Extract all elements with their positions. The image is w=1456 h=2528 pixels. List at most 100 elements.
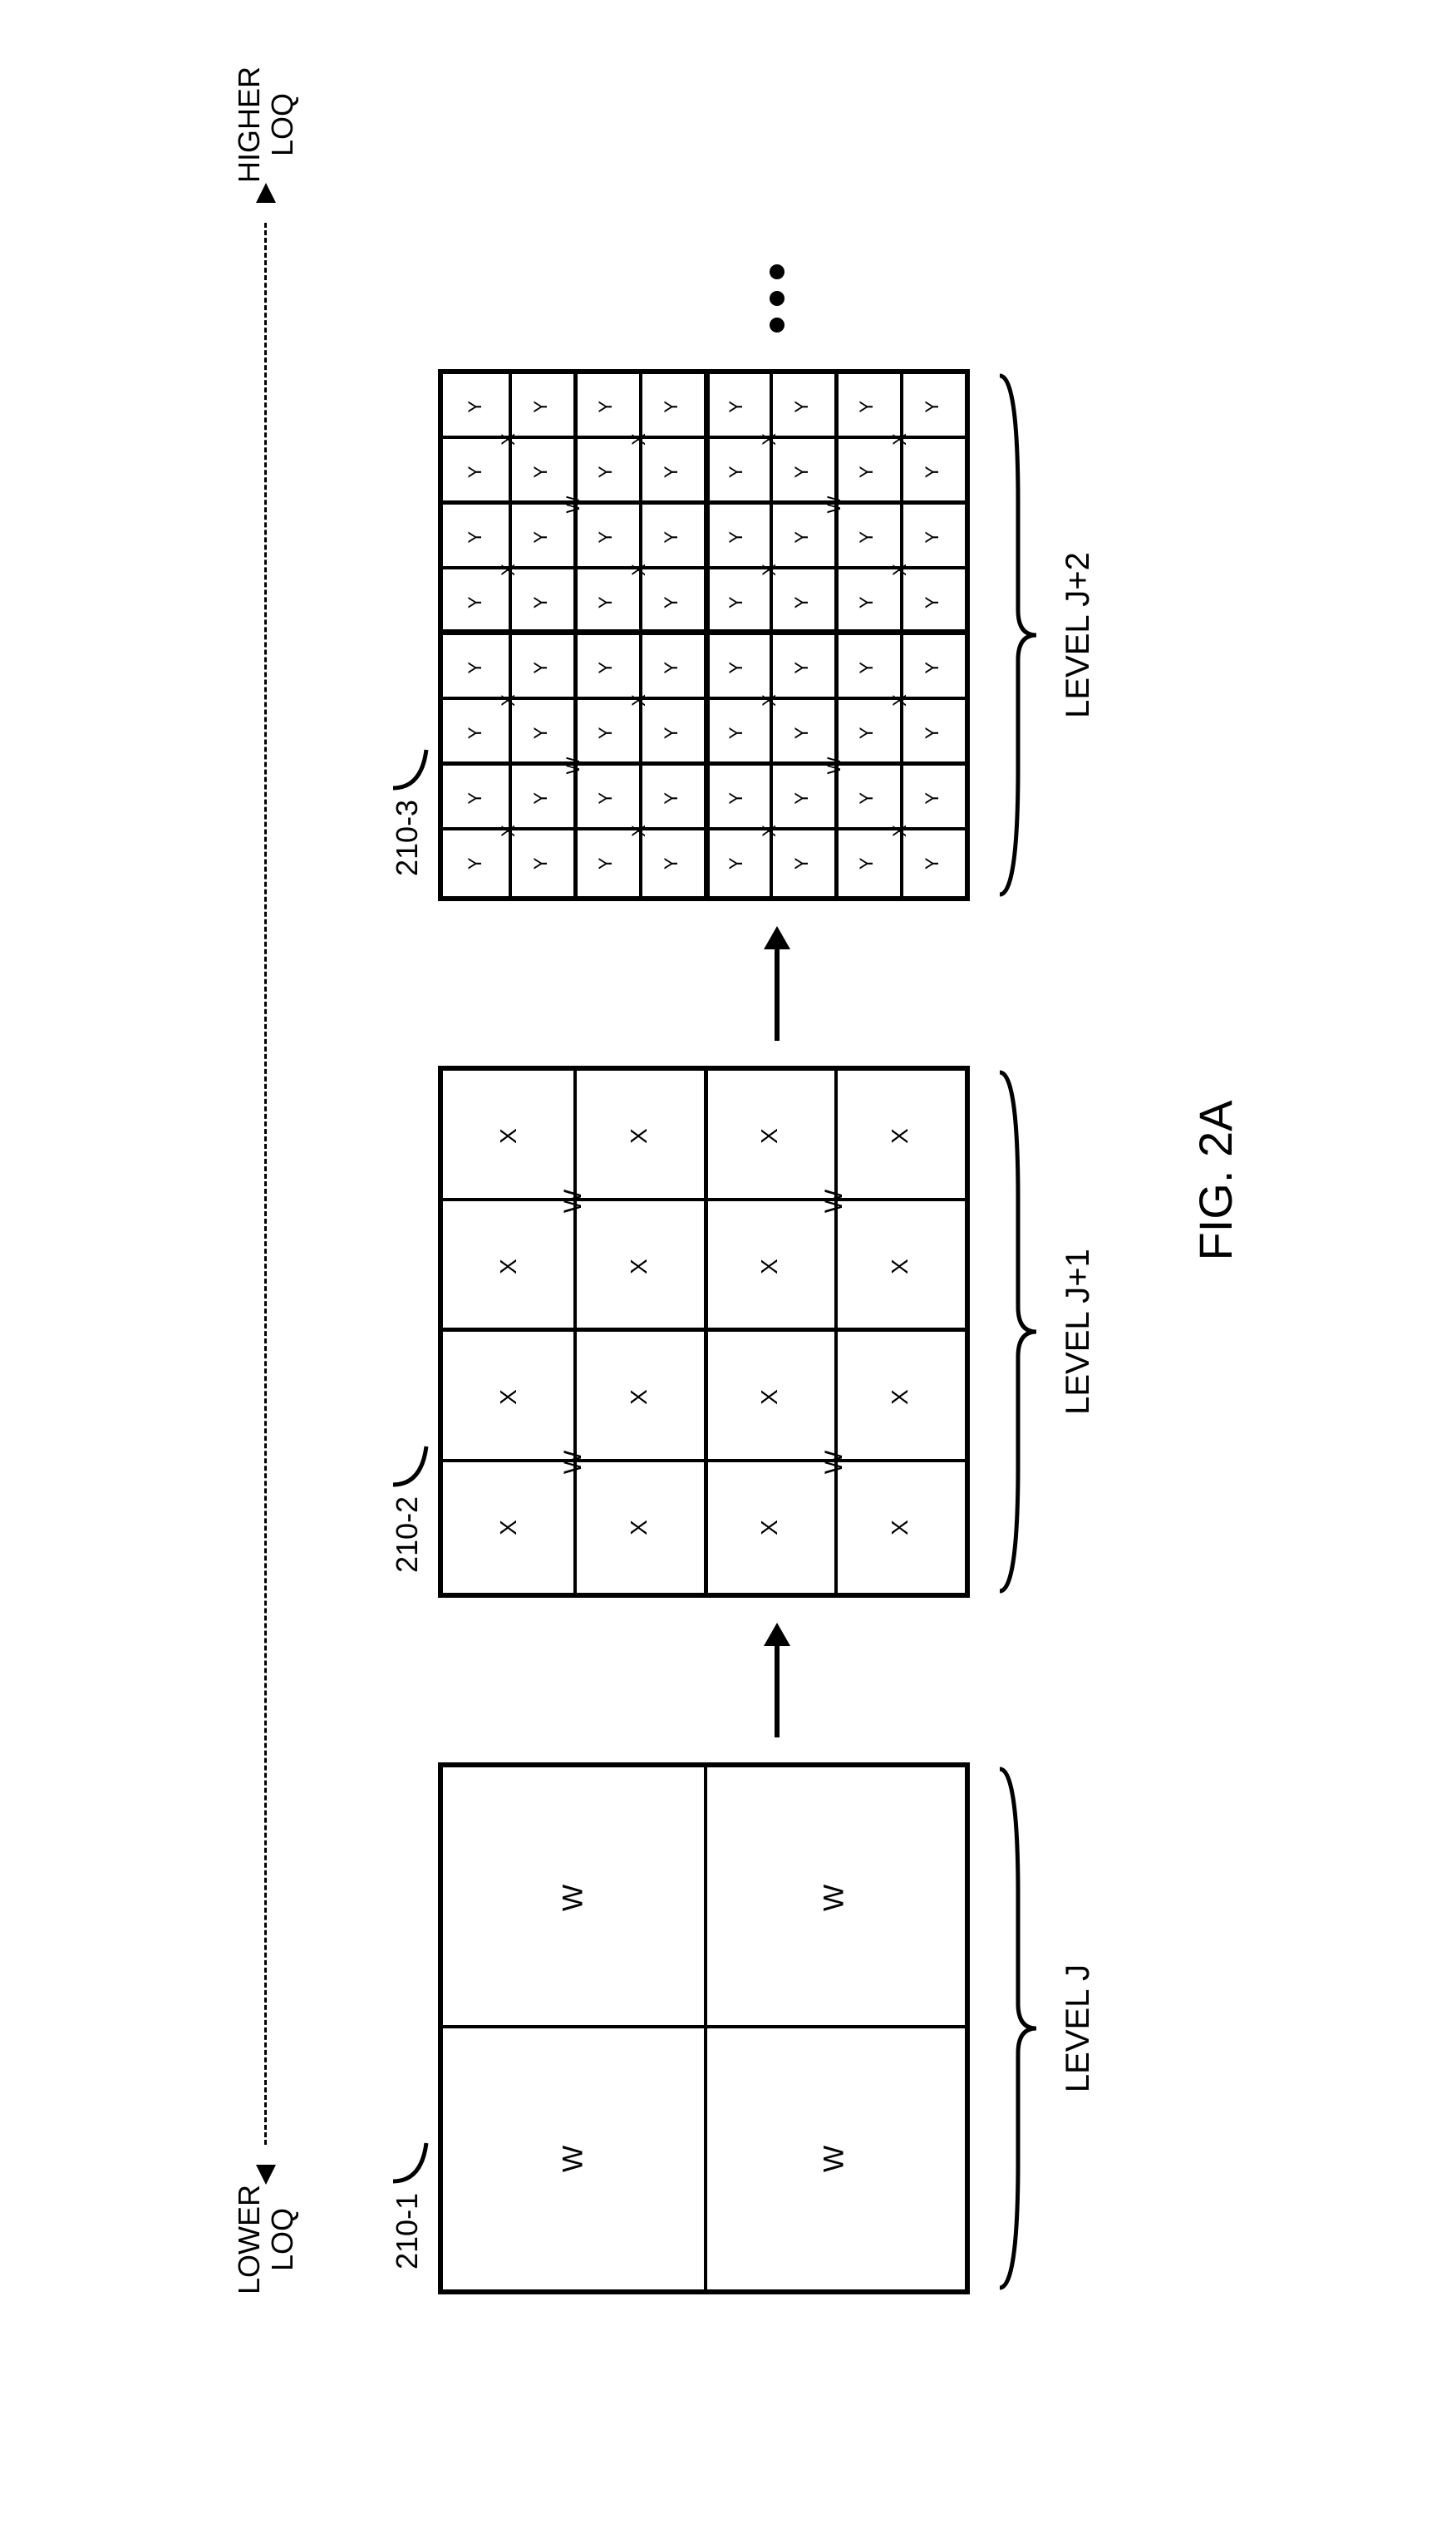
- brace-icon: [995, 369, 1041, 901]
- cell-letter-y: Y: [726, 466, 747, 478]
- cell-letter-x: X: [759, 694, 780, 707]
- ref-210-1: 210-1: [390, 2138, 430, 2269]
- cell-letter-w: W: [824, 496, 845, 514]
- cell-letter-y: Y: [465, 531, 486, 544]
- ellipsis-dot: [770, 318, 785, 333]
- cell-letter-y: Y: [856, 401, 878, 413]
- cell-letter-y: Y: [856, 466, 878, 478]
- loq-axis: LOWER LOQ HIGHER LOQ: [233, 17, 298, 2344]
- cell-letter-y: Y: [595, 857, 617, 870]
- ref-210-3: 210-3: [390, 745, 430, 876]
- cell-letter-x: X: [626, 1389, 652, 1405]
- cell-letter-y: Y: [726, 662, 747, 674]
- higher-loq-line2: LOQ: [266, 67, 299, 183]
- cell-letter-y: Y: [856, 662, 878, 674]
- cell-letter-y: Y: [465, 596, 486, 609]
- cell-letter-y: Y: [530, 466, 552, 478]
- cell-letter-y: Y: [465, 466, 486, 478]
- arrow-shaft: [775, 1646, 780, 1737]
- cell-letter-y: Y: [530, 792, 552, 805]
- cell-letter-y: Y: [465, 662, 486, 674]
- cell-letter-y: Y: [595, 662, 617, 674]
- cell-letter-w: W: [559, 1190, 588, 1213]
- cell-letter-y: Y: [856, 596, 878, 609]
- cell-letter-y: Y: [726, 531, 747, 544]
- cell-letter-y: Y: [595, 792, 617, 805]
- cell-letter-y: Y: [530, 531, 552, 544]
- cell-letter-y: Y: [465, 401, 486, 413]
- cell-letter-y: Y: [791, 401, 813, 413]
- cell-letter-x: X: [628, 825, 650, 837]
- cell-letter-y: Y: [922, 792, 943, 805]
- cell-letter-x: X: [628, 564, 650, 576]
- cell-letter-x: X: [889, 564, 911, 576]
- cell-letter-x: X: [628, 694, 650, 707]
- cell-letter-y: Y: [661, 531, 682, 544]
- cell-letter-y: Y: [856, 727, 878, 739]
- ref-label-3: 210-3: [390, 800, 425, 876]
- ref-label-1: 210-1: [390, 2193, 425, 2269]
- cell-letter-w: W: [824, 757, 845, 775]
- cell-letter-w: W: [558, 1885, 590, 1911]
- cell-letter-x: X: [498, 433, 519, 446]
- lower-loq-line2: LOQ: [266, 2185, 299, 2294]
- level-label-j1: LEVEL J+1: [1060, 1249, 1097, 1415]
- ref-label-2: 210-2: [390, 1496, 425, 1573]
- brace-3: [995, 369, 1041, 901]
- higher-loq-line1: HIGHER: [233, 67, 266, 183]
- brace-icon: [995, 1762, 1041, 2294]
- cell-letter-x: X: [495, 1128, 522, 1144]
- loq-dashed-line: [264, 223, 267, 2145]
- cell-letter-y: Y: [661, 792, 682, 805]
- loq-axis-line: [256, 183, 276, 2185]
- grid-level-j1: WWWWXXXXXXXXXXXXXXXX: [438, 1066, 970, 1598]
- lower-loq-label: LOWER LOQ: [233, 2185, 298, 2294]
- grid-level-j: WWWW: [438, 1762, 970, 2294]
- cell-letter-y: Y: [922, 662, 943, 674]
- cell-letter-y: Y: [530, 662, 552, 674]
- lower-loq-line1: LOWER: [233, 2185, 266, 2294]
- cell-letter-x: X: [495, 1259, 522, 1274]
- cell-letter-y: Y: [530, 727, 552, 739]
- cell-letter-y: Y: [726, 857, 747, 870]
- cell-letter-x: X: [498, 825, 519, 837]
- cell-letter-x: X: [756, 1389, 783, 1405]
- cell-letter-y: Y: [791, 596, 813, 609]
- ellipsis-dot: [770, 291, 785, 306]
- cell-letter-x: X: [759, 825, 780, 837]
- cell-letter-y: Y: [922, 401, 943, 413]
- cell-letter-x: X: [626, 1520, 652, 1535]
- cell-letter-y: Y: [791, 466, 813, 478]
- cell-letter-y: Y: [595, 401, 617, 413]
- cell-letter-y: Y: [922, 596, 943, 609]
- cell-letter-x: X: [887, 1389, 913, 1405]
- cell-letter-y: Y: [595, 531, 617, 544]
- cell-letter-x: X: [887, 1259, 913, 1274]
- cell-letter-w: W: [819, 1885, 851, 1911]
- ref-hook-icon: [390, 2138, 430, 2185]
- cell-letter-y: Y: [530, 596, 552, 609]
- cell-letter-y: Y: [922, 531, 943, 544]
- cell-letter-y: Y: [791, 662, 813, 674]
- higher-loq-label: HIGHER LOQ: [233, 67, 298, 183]
- cell-letter-x: X: [628, 433, 650, 446]
- cell-letter-y: Y: [465, 857, 486, 870]
- cell-letter-x: X: [756, 1520, 783, 1535]
- arrow-shaft: [775, 949, 780, 1041]
- cell-letter-y: Y: [465, 727, 486, 739]
- loq-arrow-right-icon: [256, 183, 276, 203]
- cell-letter-x: X: [889, 433, 911, 446]
- panel-level-j: 210-1 WWWW LEVEL J: [390, 1762, 1097, 2294]
- cell-letter-y: Y: [661, 596, 682, 609]
- ellipsis: [770, 264, 785, 333]
- arrow-1: [764, 1623, 790, 1737]
- cell-letter-x: X: [626, 1128, 652, 1144]
- cell-letter-y: Y: [791, 531, 813, 544]
- level-label-j2: LEVEL J+2: [1060, 552, 1097, 718]
- cell-letter-w: W: [819, 2146, 851, 2172]
- cell-letter-x: X: [889, 694, 911, 707]
- arrow-head-icon: [764, 926, 790, 949]
- cell-letter-x: X: [495, 1389, 522, 1405]
- cell-letter-x: X: [887, 1128, 913, 1144]
- brace-icon: [995, 1066, 1041, 1598]
